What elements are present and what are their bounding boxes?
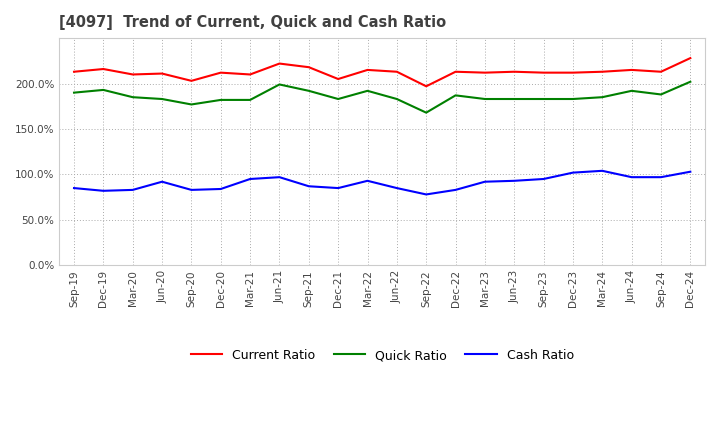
Current Ratio <box>217 70 225 75</box>
Current Ratio <box>480 70 489 75</box>
Quick Ratio <box>480 96 489 102</box>
Line: Cash Ratio: Cash Ratio <box>74 171 690 194</box>
Cash Ratio <box>217 187 225 192</box>
Quick Ratio <box>128 95 137 100</box>
Cash Ratio <box>569 170 577 175</box>
Current Ratio <box>569 70 577 75</box>
Current Ratio <box>392 69 401 74</box>
Current Ratio <box>686 55 695 61</box>
Current Ratio <box>128 72 137 77</box>
Current Ratio <box>305 65 313 70</box>
Current Ratio <box>334 77 343 82</box>
Current Ratio <box>246 72 254 77</box>
Current Ratio <box>510 69 518 74</box>
Quick Ratio <box>305 88 313 93</box>
Cash Ratio <box>451 187 460 193</box>
Quick Ratio <box>246 97 254 103</box>
Cash Ratio <box>657 175 665 180</box>
Current Ratio <box>187 78 196 84</box>
Legend: Current Ratio, Quick Ratio, Cash Ratio: Current Ratio, Quick Ratio, Cash Ratio <box>186 344 579 367</box>
Current Ratio <box>539 70 548 75</box>
Quick Ratio <box>451 93 460 98</box>
Quick Ratio <box>569 96 577 102</box>
Cash Ratio <box>246 176 254 182</box>
Cash Ratio <box>480 179 489 184</box>
Cash Ratio <box>392 185 401 191</box>
Current Ratio <box>363 67 372 73</box>
Current Ratio <box>99 66 108 72</box>
Cash Ratio <box>539 176 548 182</box>
Line: Current Ratio: Current Ratio <box>74 58 690 86</box>
Cash Ratio <box>510 178 518 183</box>
Quick Ratio <box>510 96 518 102</box>
Cash Ratio <box>363 178 372 183</box>
Current Ratio <box>158 71 166 76</box>
Quick Ratio <box>334 96 343 102</box>
Quick Ratio <box>158 96 166 102</box>
Cash Ratio <box>128 187 137 193</box>
Quick Ratio <box>539 96 548 102</box>
Quick Ratio <box>598 95 607 100</box>
Cash Ratio <box>334 185 343 191</box>
Quick Ratio <box>627 88 636 93</box>
Current Ratio <box>275 61 284 66</box>
Quick Ratio <box>187 102 196 107</box>
Cash Ratio <box>275 175 284 180</box>
Cash Ratio <box>422 192 431 197</box>
Cash Ratio <box>598 168 607 173</box>
Quick Ratio <box>275 82 284 87</box>
Cash Ratio <box>70 185 78 191</box>
Line: Quick Ratio: Quick Ratio <box>74 82 690 113</box>
Cash Ratio <box>627 175 636 180</box>
Cash Ratio <box>305 183 313 189</box>
Current Ratio <box>657 69 665 74</box>
Quick Ratio <box>363 88 372 93</box>
Cash Ratio <box>158 179 166 184</box>
Cash Ratio <box>187 187 196 193</box>
Current Ratio <box>598 69 607 74</box>
Quick Ratio <box>99 87 108 92</box>
Current Ratio <box>70 69 78 74</box>
Quick Ratio <box>422 110 431 115</box>
Quick Ratio <box>392 96 401 102</box>
Current Ratio <box>627 67 636 73</box>
Text: [4097]  Trend of Current, Quick and Cash Ratio: [4097] Trend of Current, Quick and Cash … <box>59 15 446 30</box>
Quick Ratio <box>657 92 665 97</box>
Quick Ratio <box>217 97 225 103</box>
Quick Ratio <box>686 79 695 84</box>
Cash Ratio <box>99 188 108 194</box>
Current Ratio <box>422 84 431 89</box>
Quick Ratio <box>70 90 78 95</box>
Cash Ratio <box>686 169 695 174</box>
Current Ratio <box>451 69 460 74</box>
